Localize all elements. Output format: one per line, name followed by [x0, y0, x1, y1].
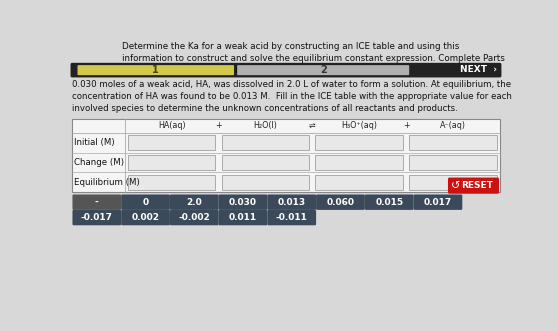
Text: HA(aq): HA(aq): [158, 121, 185, 130]
Text: Change (M): Change (M): [74, 158, 124, 167]
Text: 0.011: 0.011: [229, 213, 257, 222]
FancyBboxPatch shape: [170, 210, 219, 225]
Text: 2.0: 2.0: [186, 198, 202, 207]
Text: Determine the Ka for a weak acid by constructing an ICE table and using this
inf: Determine the Ka for a weak acid by cons…: [122, 42, 506, 75]
FancyBboxPatch shape: [237, 65, 409, 75]
FancyBboxPatch shape: [73, 210, 121, 225]
Text: -: -: [95, 198, 99, 207]
FancyBboxPatch shape: [222, 175, 309, 190]
Text: 0.013: 0.013: [278, 198, 306, 207]
FancyBboxPatch shape: [315, 155, 403, 170]
FancyBboxPatch shape: [409, 155, 497, 170]
FancyBboxPatch shape: [413, 195, 462, 210]
FancyBboxPatch shape: [409, 175, 497, 190]
FancyBboxPatch shape: [72, 119, 500, 192]
FancyBboxPatch shape: [267, 210, 316, 225]
Text: 0.030: 0.030: [229, 198, 257, 207]
FancyBboxPatch shape: [222, 155, 309, 170]
Text: H₃O⁺(aq): H₃O⁺(aq): [341, 121, 377, 130]
FancyBboxPatch shape: [222, 135, 309, 150]
Text: ⇌: ⇌: [309, 121, 316, 130]
Text: ↺: ↺: [451, 181, 460, 191]
FancyBboxPatch shape: [121, 195, 170, 210]
Text: 2: 2: [320, 65, 326, 75]
Text: Equilibrium (M): Equilibrium (M): [74, 178, 140, 187]
FancyBboxPatch shape: [267, 195, 316, 210]
FancyBboxPatch shape: [121, 210, 170, 225]
Text: A⁻(aq): A⁻(aq): [440, 121, 466, 130]
Text: 0.060: 0.060: [326, 198, 354, 207]
FancyBboxPatch shape: [128, 175, 215, 190]
FancyBboxPatch shape: [409, 135, 497, 150]
Text: Initial (M): Initial (M): [74, 138, 114, 147]
Text: +: +: [215, 121, 222, 130]
FancyBboxPatch shape: [219, 195, 267, 210]
FancyBboxPatch shape: [315, 135, 403, 150]
FancyBboxPatch shape: [128, 135, 215, 150]
FancyBboxPatch shape: [128, 155, 215, 170]
Text: NEXT  ›: NEXT ›: [460, 65, 497, 74]
FancyBboxPatch shape: [170, 195, 219, 210]
Text: -0.011: -0.011: [276, 213, 307, 222]
Text: 0.015: 0.015: [375, 198, 403, 207]
Text: 1: 1: [152, 65, 159, 75]
FancyBboxPatch shape: [219, 210, 267, 225]
FancyBboxPatch shape: [78, 65, 234, 75]
Text: 0.002: 0.002: [132, 213, 160, 222]
FancyBboxPatch shape: [73, 195, 121, 210]
Text: 0: 0: [142, 198, 148, 207]
Text: -0.017: -0.017: [81, 213, 113, 222]
Text: -0.002: -0.002: [179, 213, 210, 222]
Text: RESET: RESET: [461, 181, 493, 190]
FancyBboxPatch shape: [315, 175, 403, 190]
Text: H₂O(l): H₂O(l): [253, 121, 277, 130]
Text: 0.030 moles of a weak acid, HA, was dissolved in 2.0 L of water to form a soluti: 0.030 moles of a weak acid, HA, was diss…: [72, 80, 512, 113]
FancyBboxPatch shape: [316, 195, 365, 210]
FancyBboxPatch shape: [365, 195, 413, 210]
FancyBboxPatch shape: [70, 63, 502, 77]
Text: 0.017: 0.017: [424, 198, 452, 207]
Text: +: +: [403, 121, 410, 130]
FancyBboxPatch shape: [448, 177, 499, 194]
